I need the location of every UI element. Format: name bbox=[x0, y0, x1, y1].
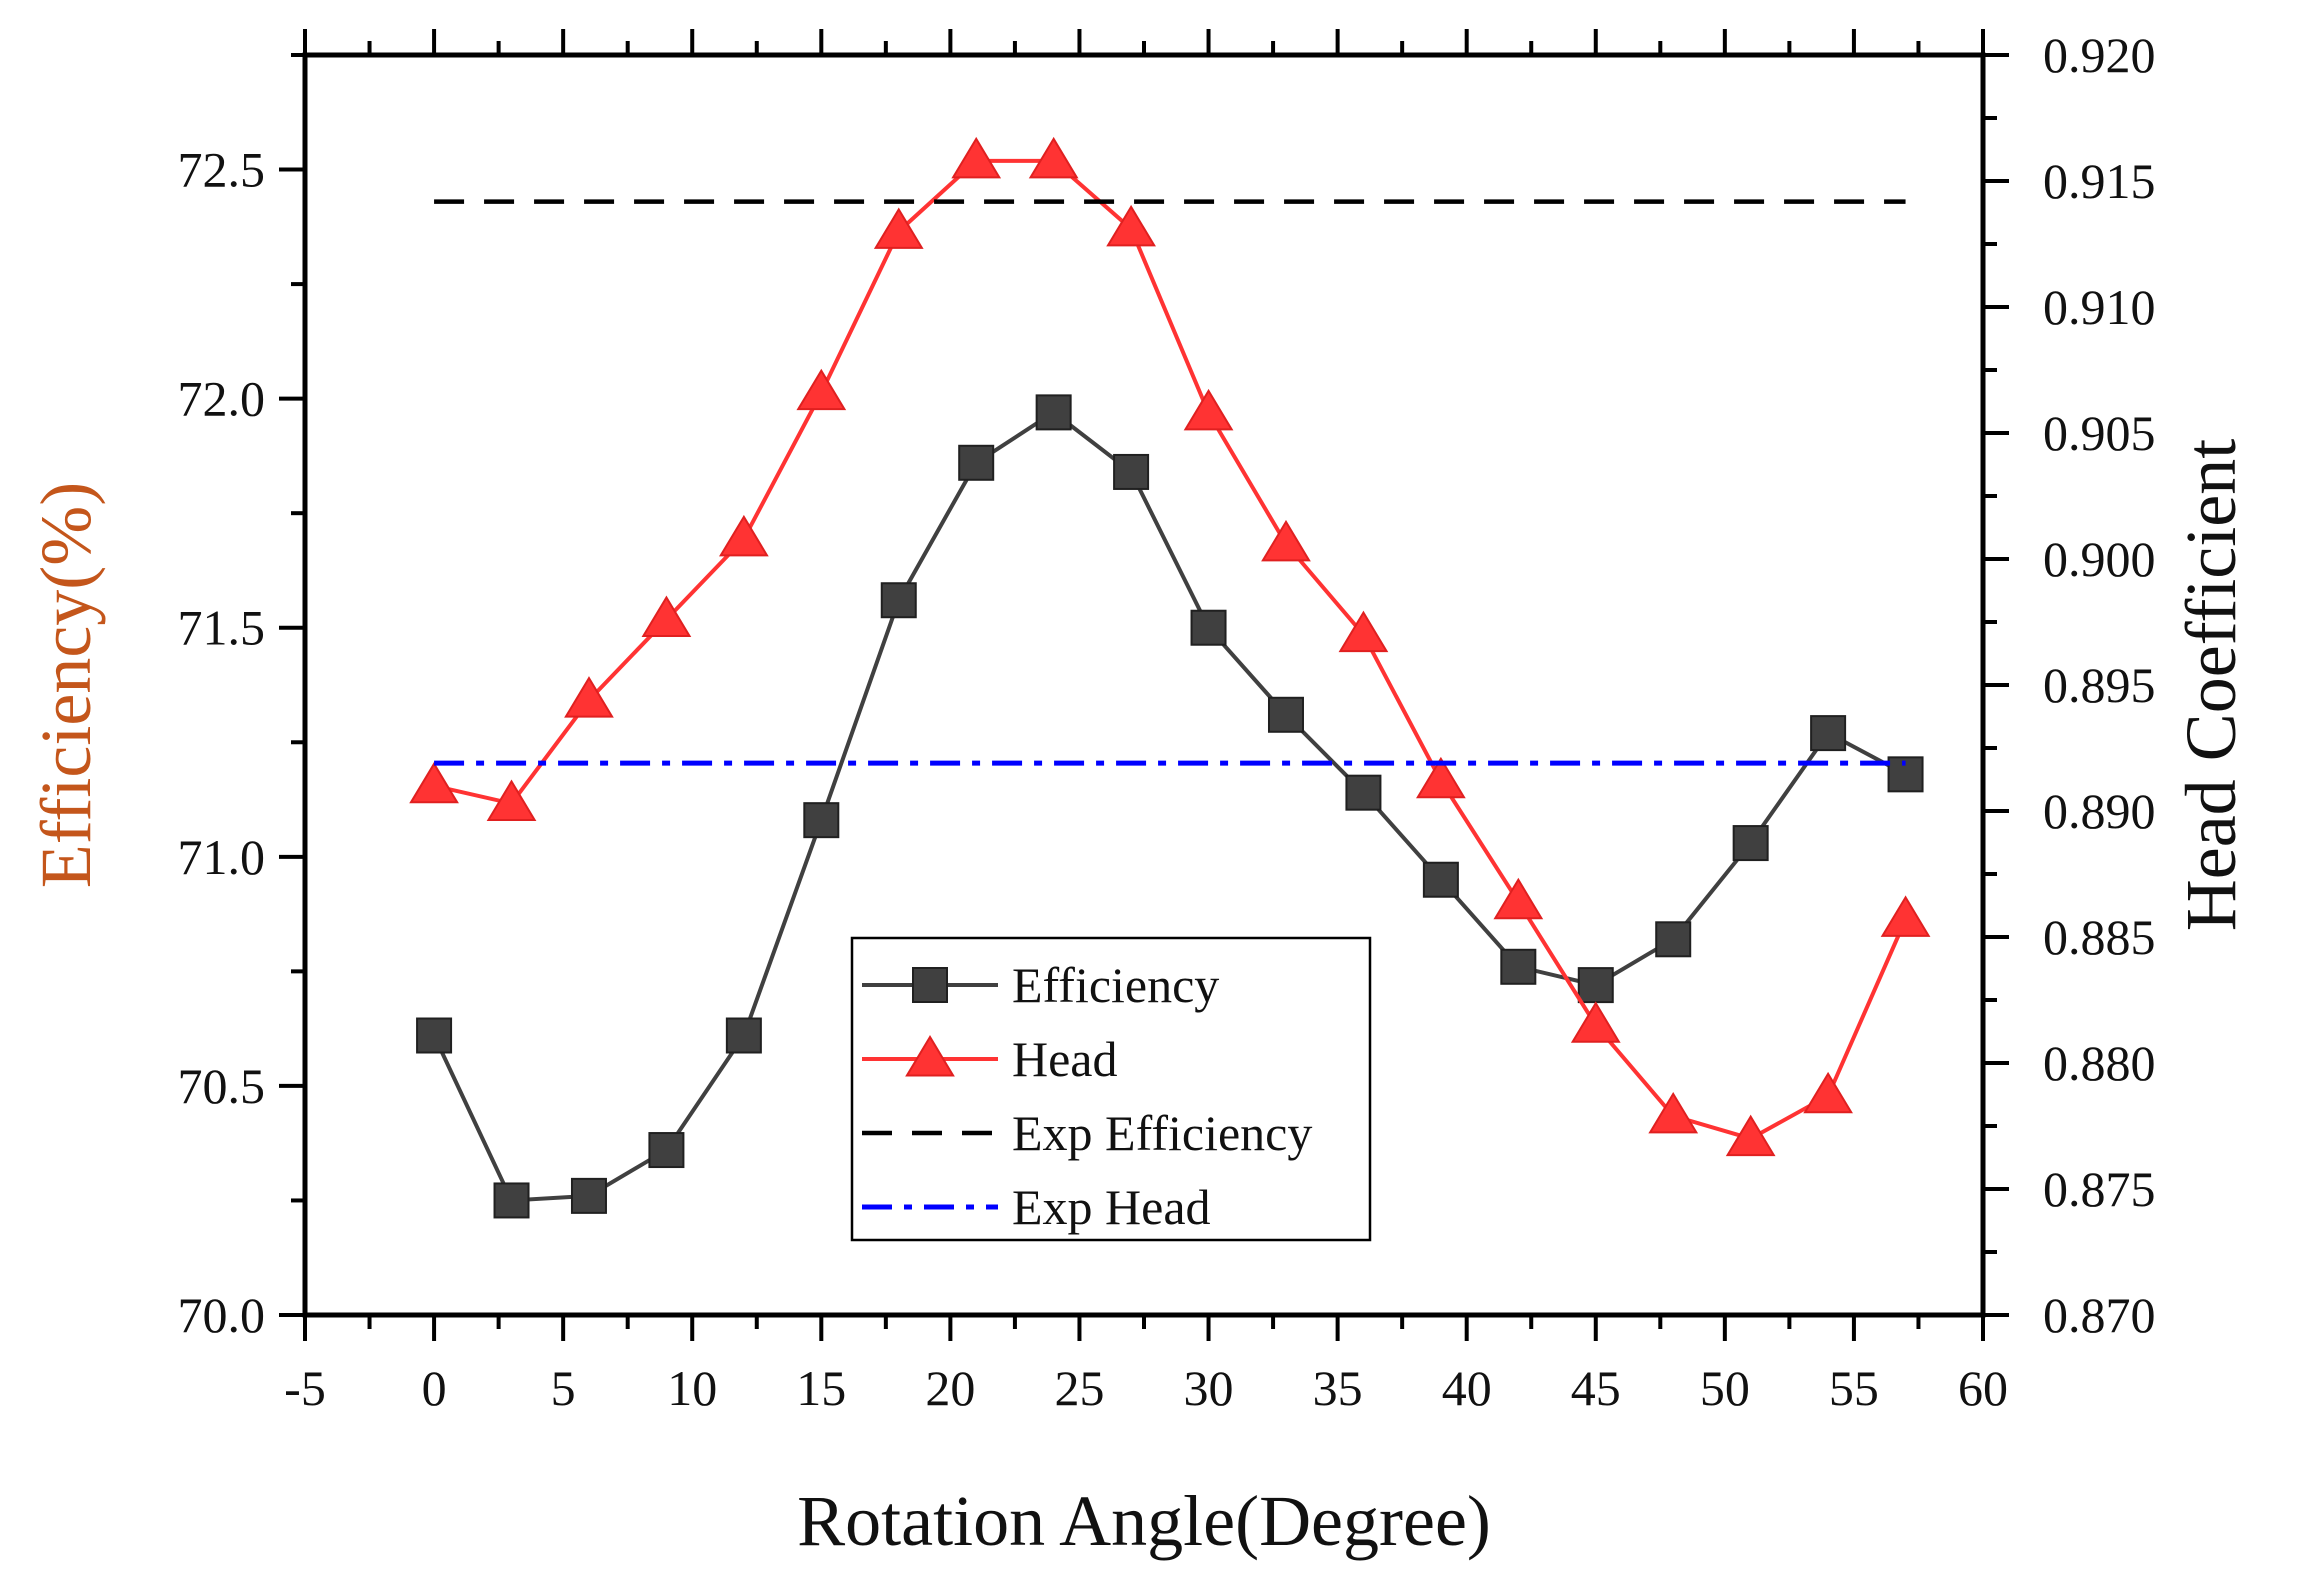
efficiency-point bbox=[1345, 774, 1382, 811]
efficiency-point bbox=[1577, 967, 1614, 1004]
y-tick-label: 72.0 bbox=[178, 371, 266, 427]
efficiency-point bbox=[1190, 609, 1227, 646]
x-tick-label: 50 bbox=[1700, 1360, 1750, 1416]
efficiency-point bbox=[1035, 394, 1072, 431]
head-point bbox=[486, 779, 537, 821]
efficiency-point bbox=[803, 802, 840, 839]
efficiency-point bbox=[493, 1182, 530, 1219]
head-point bbox=[1338, 610, 1389, 653]
y2-axis-title: Head Coefficient bbox=[2171, 439, 2251, 931]
head-series-line bbox=[433, 158, 1908, 1141]
head-point bbox=[1106, 204, 1156, 247]
x-tick-label: -5 bbox=[284, 1360, 326, 1416]
y2-tick-label: 0.890 bbox=[2043, 783, 2156, 839]
head-point bbox=[1803, 1071, 1853, 1114]
head-point bbox=[951, 136, 1002, 179]
y2-tick-label: 0.870 bbox=[2043, 1287, 2156, 1343]
legend: Efficiency Head Exp Efficiency Exp Head bbox=[850, 936, 1372, 1242]
x-tick-label: 0 bbox=[422, 1360, 447, 1416]
head-point bbox=[1493, 877, 1544, 920]
head-point bbox=[718, 514, 769, 557]
legend-label-efficiency: Efficiency bbox=[1012, 957, 1219, 1013]
y2-tick-label: 0.875 bbox=[2043, 1161, 2156, 1217]
efficiency-point bbox=[1267, 696, 1304, 733]
x-tick-label: 25 bbox=[1054, 1360, 1104, 1416]
efficiency-point bbox=[1732, 825, 1769, 862]
efficiency-point bbox=[958, 444, 995, 481]
y2-tick-label: 0.915 bbox=[2043, 153, 2156, 209]
efficiency-point bbox=[648, 1132, 685, 1169]
head-point bbox=[641, 595, 692, 637]
head-point bbox=[873, 207, 924, 249]
y-tick-label: 71.0 bbox=[178, 829, 266, 885]
plot-series bbox=[409, 136, 1931, 1219]
head-point bbox=[1416, 756, 1466, 799]
axis-ticks: -5 0 5 10 15 20 25 30 35 40 45 50 55 60 70.0 70.5 71.0 71… bbox=[178, 27, 2156, 1416]
legend-marker-efficiency bbox=[912, 967, 948, 1003]
y-tick-label: 72.5 bbox=[178, 142, 266, 198]
y-axis-title: Efficiency(%) bbox=[26, 482, 106, 888]
x-tick-label: 55 bbox=[1829, 1360, 1879, 1416]
legend-label-head: Head bbox=[1012, 1031, 1118, 1087]
head-point bbox=[1725, 1114, 1776, 1157]
y2-tick-label: 0.920 bbox=[2043, 27, 2156, 83]
head-point bbox=[1648, 1091, 1699, 1134]
legend-label-exp-efficiency: Exp Efficiency bbox=[1012, 1105, 1312, 1161]
x-tick-label: 45 bbox=[1571, 1360, 1621, 1416]
head-point bbox=[564, 676, 614, 718]
y2-tick-label: 0.885 bbox=[2043, 909, 2156, 965]
x-tick-label: 20 bbox=[925, 1360, 975, 1416]
head-point bbox=[1570, 1001, 1621, 1043]
x-tick-label: 30 bbox=[1184, 1360, 1234, 1416]
head-point bbox=[409, 761, 459, 804]
head-point bbox=[1880, 895, 1931, 937]
y-tick-label: 70.5 bbox=[178, 1058, 266, 1114]
y-tick-label: 71.5 bbox=[178, 600, 266, 656]
x-tick-label: 15 bbox=[796, 1360, 846, 1416]
efficiency-point bbox=[1500, 948, 1537, 985]
efficiency-point bbox=[725, 1017, 762, 1054]
y2-tick-label: 0.880 bbox=[2043, 1035, 2156, 1091]
legend-marker-head bbox=[905, 1035, 955, 1077]
efficiency-point bbox=[416, 1017, 453, 1054]
x-tick-label: 10 bbox=[667, 1360, 717, 1416]
x-axis-title: Rotation Angle(Degree) bbox=[797, 1481, 1491, 1561]
efficiency-point bbox=[880, 582, 917, 619]
y2-tick-label: 0.895 bbox=[2043, 657, 2156, 713]
head-point bbox=[1028, 136, 1079, 179]
efficiency-point bbox=[1655, 921, 1692, 958]
efficiency-point bbox=[1422, 861, 1459, 898]
y-tick-label: 70.0 bbox=[178, 1287, 266, 1343]
y2-tick-label: 0.900 bbox=[2043, 531, 2156, 587]
efficiency-point bbox=[570, 1177, 607, 1214]
head-point bbox=[1261, 519, 1311, 562]
efficiency-point bbox=[1810, 715, 1847, 752]
x-tick-label: 5 bbox=[551, 1360, 576, 1416]
legend-label-exp-head: Exp Head bbox=[1012, 1179, 1211, 1235]
x-tick-label: 35 bbox=[1313, 1360, 1363, 1416]
head-point bbox=[1183, 388, 1234, 431]
efficiency-point bbox=[1113, 453, 1150, 490]
y2-tick-label: 0.910 bbox=[2043, 279, 2156, 335]
y2-tick-label: 0.905 bbox=[2043, 405, 2156, 461]
x-tick-label: 60 bbox=[1958, 1360, 2008, 1416]
x-tick-label: 40 bbox=[1442, 1360, 1492, 1416]
head-point bbox=[796, 368, 847, 411]
